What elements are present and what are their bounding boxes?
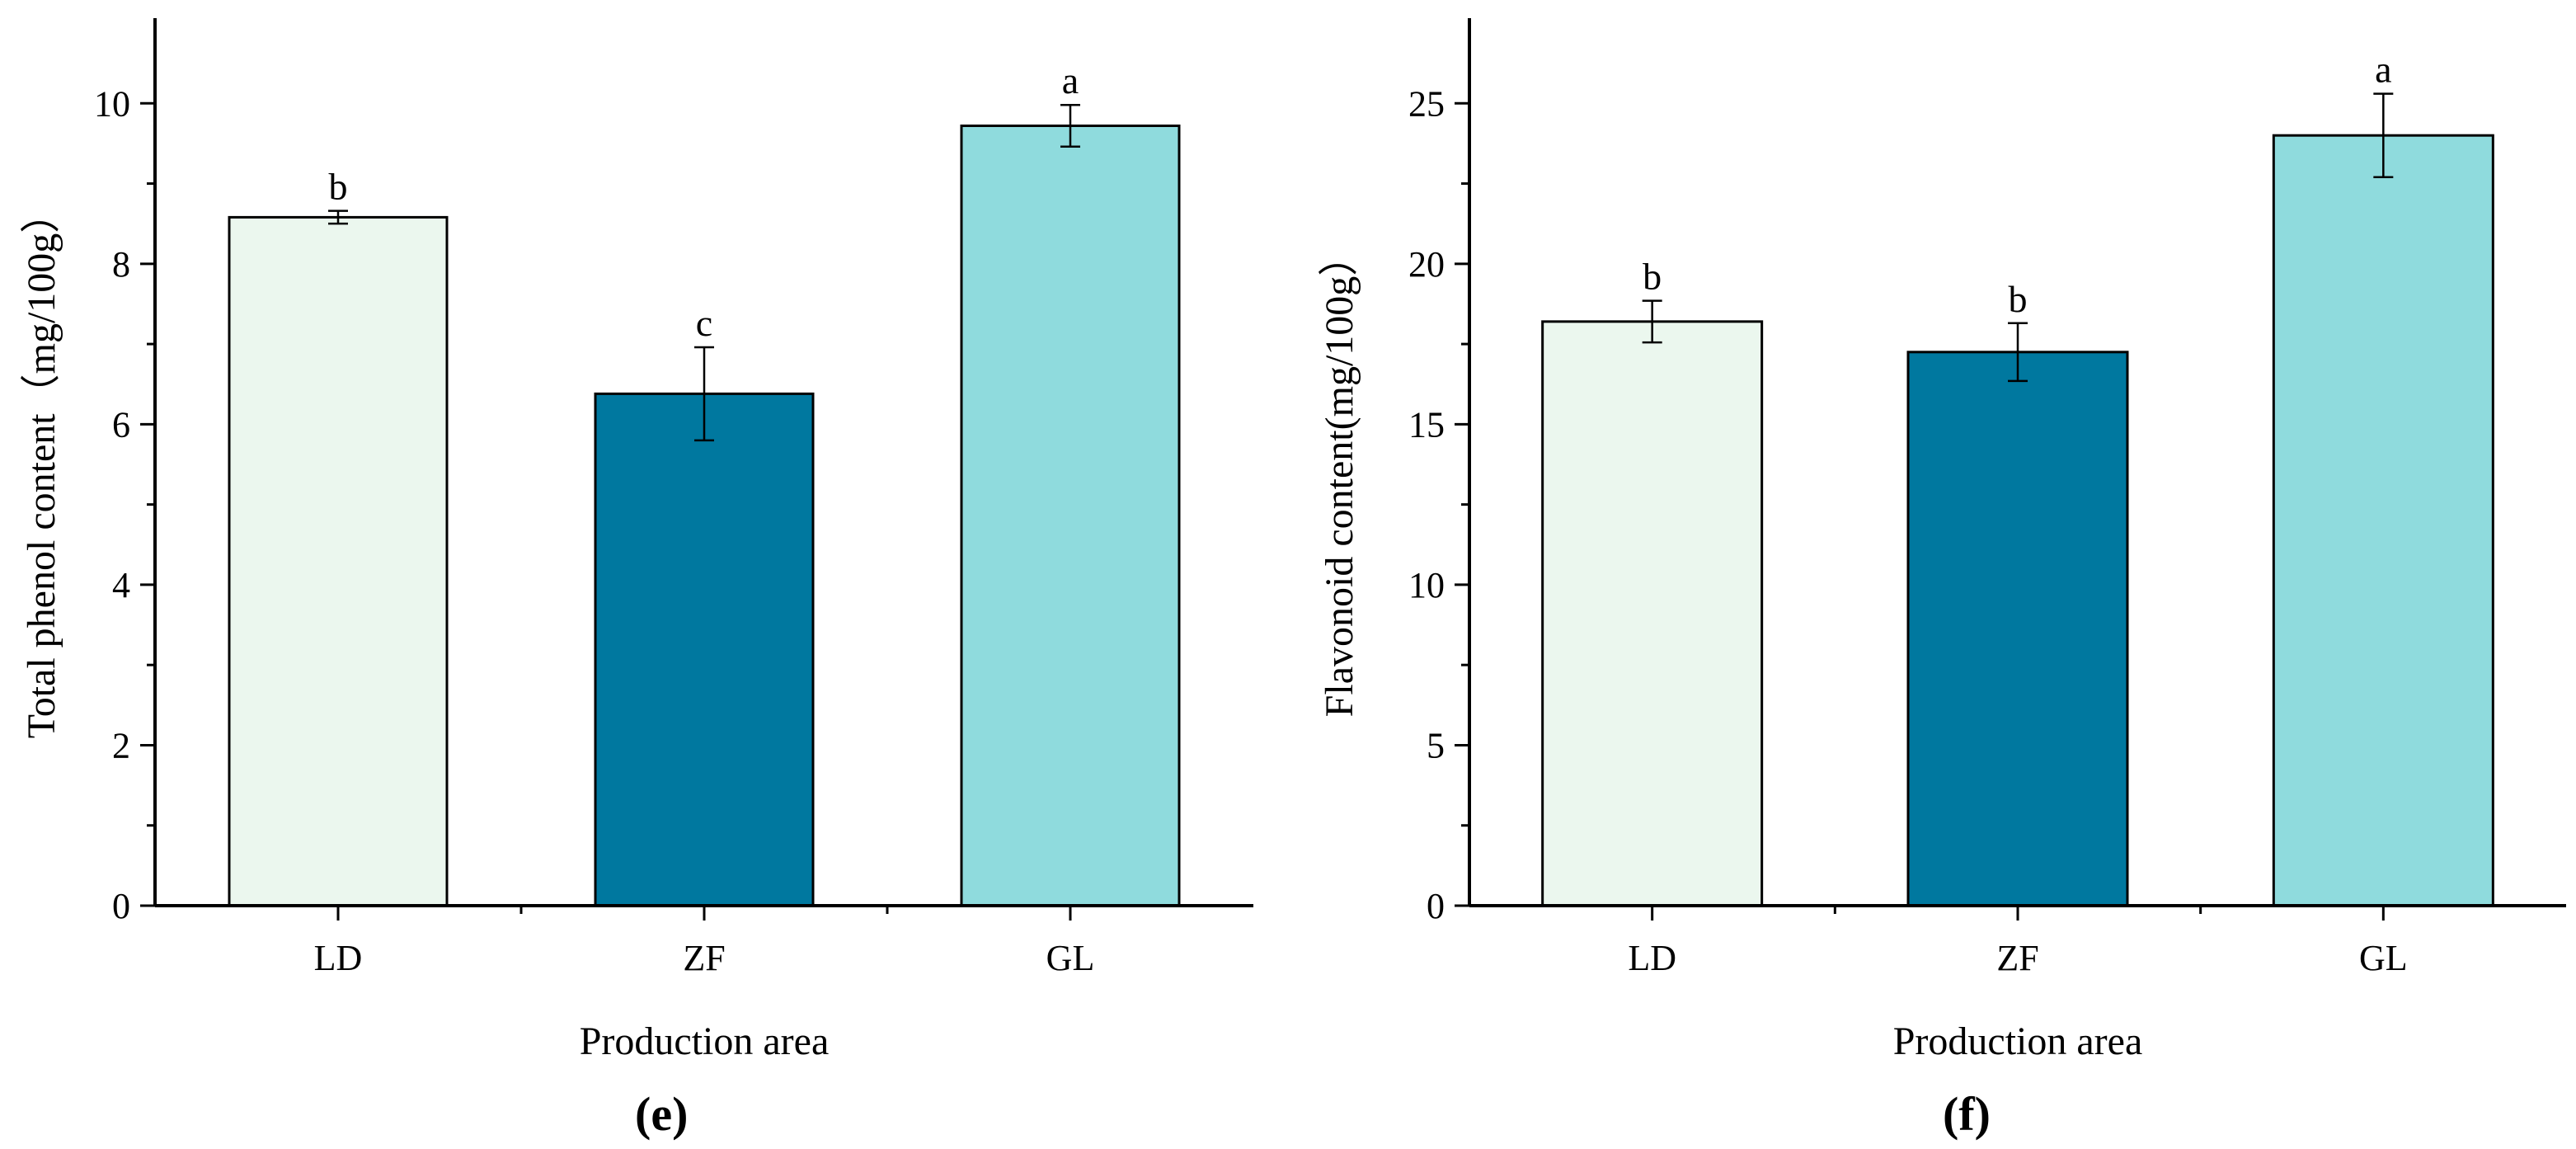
panel-f-bar-ld [1541, 320, 1764, 907]
panel-f-x-tick-label-zf: ZF [1996, 938, 2038, 978]
panel-e-y-tick-label: 2 [112, 725, 130, 765]
panel-e-y-tick-label: 0 [112, 886, 130, 926]
panel-e-bar-ld [228, 215, 449, 907]
panel-f-significance-letter-ld: b [1643, 256, 1662, 298]
panel-f-significance-letter-zf: b [2009, 278, 2028, 320]
panel-f-marks: b b a 0 5 10 15 20 25 LD ZF GL [1408, 18, 2566, 978]
panel-e-significance-letter-ld: b [329, 166, 348, 208]
panel-e-y-tick-label: 4 [112, 565, 130, 605]
chart-panel-f: b b a 0 5 10 15 20 25 LD ZF GL Production area Flav… [1318, 18, 2566, 1141]
panel-e-x-tick-label-ld: LD [314, 938, 363, 978]
panel-f-y-tick-label: 0 [1427, 886, 1445, 926]
panel-f-label: (f) [1943, 1087, 1991, 1141]
panel-f-x-tick-label-gl: GL [2359, 938, 2408, 978]
panel-f-y-tick-label: 5 [1427, 725, 1445, 765]
panel-e-y-axis-title: Total phenol content（mg/100g） [20, 194, 63, 739]
panel-f-y-tick-label: 10 [1408, 565, 1445, 605]
panel-e-x-axis-title: Production area [580, 1020, 830, 1063]
panel-f-y-axis-title: Flavonoid content(mg/100g） [1318, 237, 1361, 718]
panel-e-x-tick-label-gl: GL [1046, 938, 1095, 978]
panel-e-y-tick-label: 8 [112, 244, 130, 285]
panel-f-y-tick-label: 20 [1408, 244, 1445, 285]
panel-f-significance-letter-gl: a [2375, 49, 2391, 91]
panel-e-significance-letter-zf: c [696, 302, 712, 344]
chart-panel-e: b c a 0 2 4 6 8 10 LD ZF GL Production area Total p… [20, 18, 1253, 1141]
panel-f-x-tick-label-ld: LD [1628, 938, 1676, 978]
panel-e-bar-zf [594, 392, 815, 907]
panel-e-label: (e) [635, 1087, 688, 1141]
panel-e-significance-letter-gl: a [1062, 59, 1079, 101]
panel-e-y-tick-label: 10 [94, 83, 130, 124]
panel-f-y-tick-label: 15 [1408, 404, 1445, 445]
panel-f-bar-zf [1906, 351, 2129, 907]
panel-e-marks: b c a 0 2 4 6 8 10 LD ZF GL [94, 18, 1253, 978]
panel-e-x-tick-label-zf: ZF [683, 938, 725, 978]
panel-f-x-axis-title: Production area [1893, 1020, 2143, 1063]
panel-f-y-tick-label: 25 [1408, 83, 1445, 124]
panel-e-y-tick-label: 6 [112, 404, 130, 445]
panel-e-bar-gl [960, 125, 1181, 907]
panel-f-bar-gl [2272, 134, 2494, 907]
